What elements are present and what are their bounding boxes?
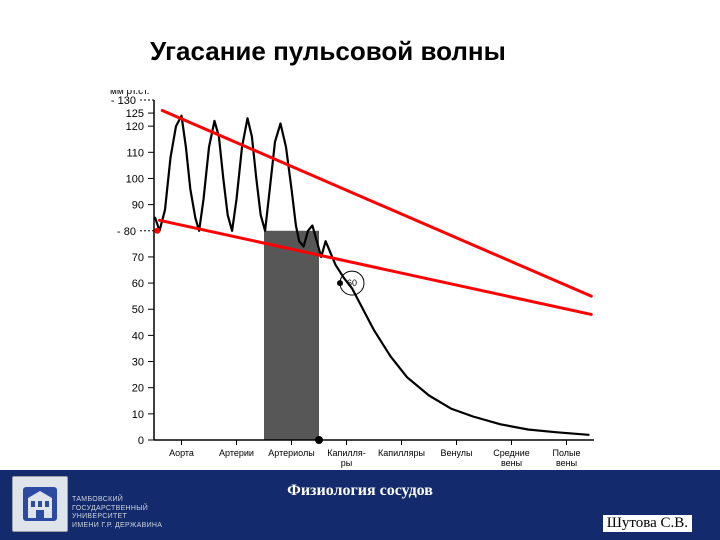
svg-text:30: 30	[132, 357, 144, 369]
slide: Угасание пульсовой волны 0 10 20 30 40 50 60 70…	[0, 0, 720, 540]
svg-text:вены: вены	[556, 458, 577, 468]
svg-text:50: 50	[132, 304, 144, 316]
svg-text:60: 60	[347, 278, 357, 288]
chart-svg: 010203040506070- 8090100110120125- 130мм…	[100, 90, 608, 480]
svg-text:120: 120	[126, 121, 144, 133]
svg-text:20: 20	[132, 383, 144, 395]
svg-text:Капилля-: Капилля-	[327, 448, 366, 458]
author-name: Шутова С.В.	[603, 515, 692, 532]
svg-text:125: 125	[126, 108, 144, 120]
footer-subject: Физиология сосудов	[0, 482, 720, 500]
pressure-chart: 010203040506070- 8090100110120125- 130мм…	[100, 90, 608, 480]
slide-title: Угасание пульсовой волны	[150, 36, 506, 67]
svg-text:100: 100	[126, 173, 144, 185]
svg-text:10: 10	[132, 409, 144, 421]
svg-text:Аорта: Аорта	[169, 448, 194, 458]
svg-text:ры: ры	[341, 458, 352, 468]
svg-text:40: 40	[132, 330, 144, 342]
svg-text:90: 90	[132, 200, 144, 212]
svg-text:Артерии: Артерии	[219, 448, 254, 458]
svg-text:Артериолы: Артериолы	[268, 448, 314, 458]
svg-text:вены: вены	[501, 458, 522, 468]
svg-text:60: 60	[132, 278, 144, 290]
svg-text:Венулы: Венулы	[440, 448, 472, 458]
svg-text:Средние: Средние	[493, 448, 530, 458]
svg-text:0: 0	[138, 435, 144, 447]
svg-text:110: 110	[126, 147, 144, 159]
svg-text:мм рт.ст.: мм рт.ст.	[110, 90, 149, 97]
svg-text:Полые: Полые	[552, 448, 580, 458]
svg-text:- 80: - 80	[117, 226, 136, 238]
svg-text:70: 70	[132, 252, 144, 264]
university-name: ТАМБОВСКИЙ ГОСУДАРСТВЕННЫЙ УНИВЕРСИТЕТ И…	[72, 496, 162, 530]
svg-text:Капилляры: Капилляры	[378, 448, 425, 458]
